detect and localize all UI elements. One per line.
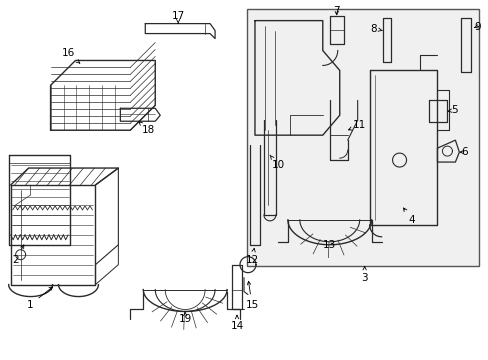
Text: 9: 9 [473,22,480,32]
Text: 6: 6 [459,147,467,157]
Text: 8: 8 [369,24,382,33]
Text: 13: 13 [323,240,336,250]
Text: 2: 2 [12,245,24,265]
Text: 15: 15 [245,281,258,310]
Bar [246,9,478,266]
Text: 18: 18 [139,122,155,135]
Text: 10: 10 [269,155,284,170]
Text: 19: 19 [178,312,191,324]
Text: 5: 5 [447,105,457,115]
Text: 1: 1 [27,287,53,310]
Text: 14: 14 [230,315,243,332]
Text: 3: 3 [361,266,367,283]
Text: 11: 11 [348,120,366,130]
Text: 17: 17 [171,11,184,23]
Text: 7: 7 [333,6,339,15]
Text: 4: 4 [403,208,414,225]
Text: 12: 12 [245,248,258,265]
Text: 16: 16 [62,49,80,63]
